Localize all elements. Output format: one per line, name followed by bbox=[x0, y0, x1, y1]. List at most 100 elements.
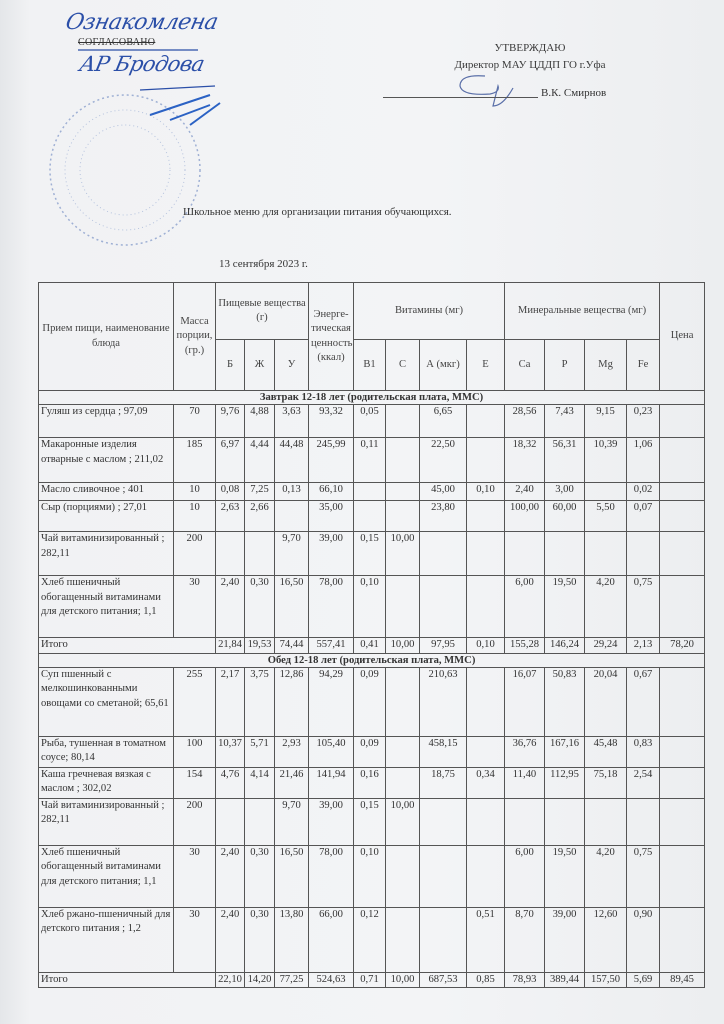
table-cell: 12,86 bbox=[273, 666, 310, 737]
table-cell: 2,40 bbox=[215, 906, 245, 973]
table-cell: 6,00 bbox=[504, 844, 546, 908]
table-cell bbox=[385, 766, 421, 799]
table-cell: 18,75 bbox=[419, 766, 468, 799]
table-cell: 10,39 bbox=[584, 437, 628, 483]
table-cell: 0,51 bbox=[466, 906, 506, 973]
table-cell: 8,70 bbox=[504, 906, 546, 973]
table-cell: 39,00 bbox=[308, 797, 355, 846]
table-cell bbox=[385, 666, 421, 737]
table-row: Каша гречневая вязкая с маслом ; 302,02 1… bbox=[38, 766, 706, 799]
table-cell: 13,80 bbox=[273, 906, 310, 973]
table-cell bbox=[659, 735, 706, 768]
table-cell: 0,12 bbox=[353, 906, 387, 973]
table-cell: 30 bbox=[173, 844, 216, 908]
table-cell bbox=[659, 666, 706, 737]
table-cell: 0,09 bbox=[353, 666, 387, 737]
header-vitamins: Витамины (мг) bbox=[353, 282, 506, 340]
table-cell: 28,56 bbox=[504, 404, 546, 438]
table-cell bbox=[273, 500, 310, 532]
table-cell: 22,10 bbox=[215, 971, 245, 988]
table-cell: 112,95 bbox=[544, 766, 586, 799]
table-cell: 100 bbox=[173, 735, 216, 768]
table-cell: 100,00 bbox=[504, 500, 546, 532]
dish-name: Итого bbox=[38, 971, 216, 988]
table-cell: 0,23 bbox=[626, 404, 661, 438]
section-title: Завтрак 12-18 лет (родительская плата, М… bbox=[37, 390, 706, 405]
dish-name: Масло сливочное ; 401 bbox=[38, 482, 174, 501]
table-cell: 78,20 bbox=[659, 637, 706, 654]
table-cell bbox=[385, 906, 421, 973]
table-cell: 0,75 bbox=[626, 844, 661, 908]
table-cell bbox=[626, 797, 661, 846]
table-cell bbox=[466, 797, 506, 846]
table-cell: 19,53 bbox=[244, 637, 275, 654]
table-cell bbox=[466, 404, 506, 438]
table-cell bbox=[659, 500, 706, 532]
round-stamp-icon bbox=[49, 49, 221, 246]
table-cell: 0,15 bbox=[353, 797, 387, 846]
table-cell: 210,63 bbox=[419, 666, 468, 737]
table-cell: 9,15 bbox=[584, 404, 628, 438]
table-cell bbox=[626, 531, 661, 576]
table-cell: 157,50 bbox=[584, 971, 628, 988]
table-cell: 105,40 bbox=[308, 735, 355, 768]
table-cell: 185 bbox=[173, 437, 216, 483]
header-sub: У bbox=[273, 339, 310, 391]
table-cell: 16,50 bbox=[273, 844, 310, 908]
table-cell: 0,02 bbox=[626, 482, 661, 501]
table-cell: 1,06 bbox=[626, 437, 661, 483]
header-sub: C bbox=[385, 339, 421, 391]
table-cell: 4,20 bbox=[584, 844, 628, 908]
table-cell: 200 bbox=[173, 531, 216, 576]
table-cell bbox=[215, 531, 245, 576]
document-date: 13 сентября 2023 г. bbox=[219, 258, 308, 270]
table-cell: 93,32 bbox=[308, 404, 355, 438]
table-cell: 0,10 bbox=[353, 844, 387, 908]
table-cell: 0,83 bbox=[626, 735, 661, 768]
total-row: Итого 22,10 14,20 77,25 524,63 0,71 10,00 687,5… bbox=[38, 971, 706, 988]
table-cell: 30 bbox=[173, 906, 216, 973]
header-sub: B1 bbox=[353, 339, 387, 391]
table-row: Хлеб пшеничный обогащенный витаминами дл… bbox=[38, 844, 706, 908]
table-cell: 0,90 bbox=[626, 906, 661, 973]
table-cell: 19,50 bbox=[544, 844, 586, 908]
table-cell: 9,70 bbox=[273, 797, 310, 846]
table-cell: 21,84 bbox=[215, 637, 245, 654]
menu-table: Прием пищи, наименование блюда Масса пор… bbox=[37, 282, 706, 988]
table-cell bbox=[466, 575, 506, 638]
table-cell: 2,40 bbox=[504, 482, 546, 501]
table-cell: 2,17 bbox=[215, 666, 245, 737]
table-cell bbox=[544, 797, 586, 846]
table-cell: 167,16 bbox=[544, 735, 586, 768]
signature-line bbox=[383, 97, 538, 98]
header-nutrients: Пищевые вещества (г) bbox=[214, 282, 310, 340]
table-cell: 30 bbox=[173, 575, 216, 638]
header-sub: E bbox=[466, 339, 506, 391]
table-cell: 2,66 bbox=[244, 500, 275, 532]
table-cell: 2,54 bbox=[626, 766, 661, 799]
table-row: Макаронные изделия отварные с маслом ; 2… bbox=[38, 437, 706, 483]
table-cell: 4,20 bbox=[584, 575, 628, 638]
table-cell: 0,67 bbox=[626, 666, 661, 737]
table-cell: 39,00 bbox=[308, 531, 355, 576]
dish-name: Каша гречневая вязкая с маслом ; 302,02 bbox=[38, 766, 174, 799]
header-sub: Fe bbox=[626, 339, 661, 391]
table-cell bbox=[659, 906, 706, 973]
table-cell: 35,00 bbox=[308, 500, 355, 532]
table-cell: 2,40 bbox=[215, 575, 245, 638]
dish-name: Гуляш из сердца ; 97,09 bbox=[38, 404, 174, 438]
table-cell bbox=[419, 906, 468, 973]
table-cell bbox=[385, 482, 421, 501]
table-cell: 10 bbox=[173, 500, 216, 532]
table-cell: 78,00 bbox=[308, 575, 355, 638]
table-cell: 97,95 bbox=[419, 637, 468, 654]
table-cell: 6,65 bbox=[419, 404, 468, 438]
table-cell: 21,46 bbox=[273, 766, 310, 799]
table-row: Сыр (порциями) ; 27,01 10 2,63 2,66 35,00 23,… bbox=[38, 500, 706, 532]
table-cell: 0,10 bbox=[466, 482, 506, 501]
table-row: Гуляш из сердца ; 97,09 70 9,76 4,88 3,63 93,… bbox=[38, 404, 706, 438]
section-row: Завтрак 12-18 лет (родительская плата, М… bbox=[37, 390, 706, 405]
dish-name: Итого bbox=[38, 637, 216, 654]
dish-name: Суп пшенный с мелкошинкованными овощами … bbox=[38, 666, 174, 737]
table-cell: 77,25 bbox=[273, 971, 310, 988]
